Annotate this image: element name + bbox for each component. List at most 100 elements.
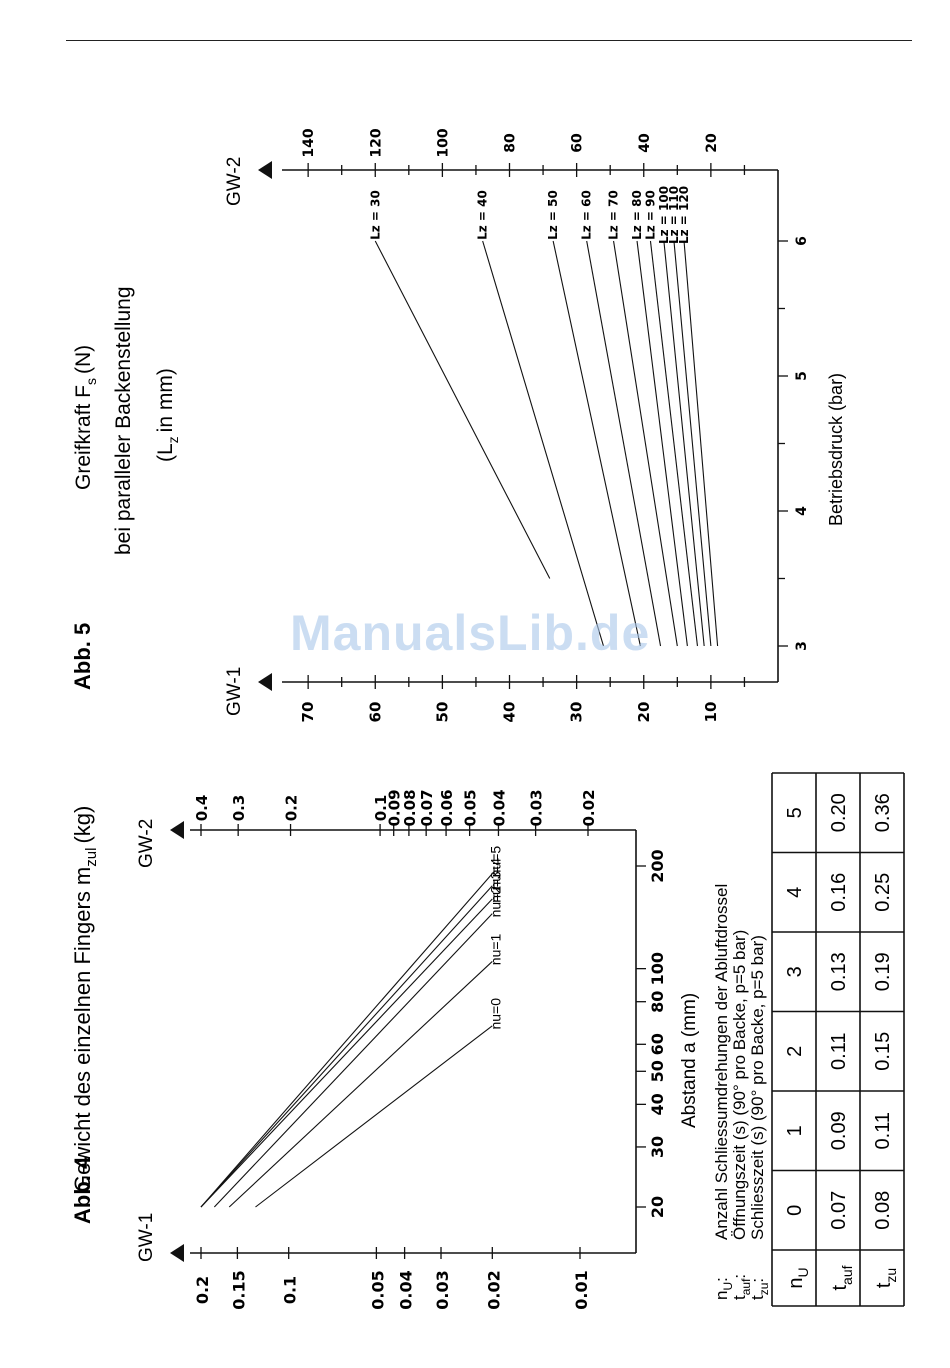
abb5-series-line [664, 241, 704, 646]
abb4-plot-area: 0.01 0.02 0.03 0.04 0.05 0.1 0.15 0.2 0.02 0.03 0.… [170, 789, 667, 1309]
abb5-title-line1: Greifkraft Fs(N) [72, 345, 99, 490]
abb5-series-label: Lz = 70 [607, 190, 621, 240]
abb4-right-tick-label: 0.02 [580, 789, 598, 826]
abb4-right-tick-label: 0.05 [462, 789, 480, 826]
abb5-left-tick-label: 50 [433, 702, 451, 723]
abb5-x-tick-label: 6 [794, 236, 810, 246]
table-cell: 0.11 [828, 1033, 850, 1070]
abb5-series-label: Lz = 30 [368, 190, 382, 240]
abb5-left-tick-label: 70 [299, 702, 317, 723]
abb4-left-tick-label: 0.02 [484, 1270, 503, 1309]
table-cell: 0.08 [872, 1191, 894, 1230]
abb4-series-line [214, 914, 492, 1207]
abb5-gw2-label: GW-2 [224, 157, 245, 206]
abb5-series-line [553, 241, 640, 646]
abb5-series-line [375, 241, 550, 579]
abb4-gw1-label: GW-1 [136, 1213, 157, 1262]
abb4-series-line [201, 874, 492, 1207]
abb4-gw2-arrow [170, 821, 184, 839]
abb4-left-tick-label: 0.05 [368, 1270, 387, 1309]
abb5-left-tick-label: 30 [568, 702, 586, 723]
abb4-x-tick-label: 80 [648, 991, 667, 1013]
abb4-x-tick-label: 30 [648, 1136, 667, 1158]
abb4-right-tick-label: 0.3 [230, 795, 248, 822]
abb4-right-tick-label: 0.1 [372, 795, 390, 822]
abb4-left-tick-label: 0.01 [572, 1270, 591, 1309]
legend-tzu-text: Schliesszeit (s) (90° pro Backe, p=5 bar… [748, 935, 767, 1240]
table-cell: 0.07 [828, 1191, 850, 1230]
table-row-label: tzu [873, 1268, 899, 1288]
abb4-series-line [201, 886, 492, 1207]
table-row-label: tauf [829, 1265, 855, 1290]
abb5-right-tick-label: 100 [435, 128, 451, 157]
abb5-left-tick-label: 60 [366, 702, 384, 723]
abb5-series-line [483, 241, 604, 646]
abb5-series-line [684, 241, 718, 646]
abb4-x-tick-label: 60 [648, 1033, 667, 1055]
table-row-label: nU [785, 1267, 811, 1288]
watermark: ManualsLib.de [290, 604, 650, 662]
abb5-gw1-arrow [258, 673, 272, 691]
abb4-right-tick-label: 0.2 [283, 795, 301, 822]
abb5-x-tick-label: 4 [794, 506, 810, 516]
abb4-right-tick-label: 0.03 [528, 789, 546, 826]
abb4-left-tick-label: 0.2 [193, 1276, 212, 1304]
table-cell: 0.11 [872, 1112, 894, 1149]
abb5-left-tick-label: 20 [635, 702, 653, 723]
abb4-series-label: nu=1 [487, 933, 503, 965]
abb4-right-tick-label: 0.4 [193, 795, 211, 822]
abb4-x-tick-label: 40 [648, 1093, 667, 1115]
abb5-series-label: Lz = 40 [476, 190, 490, 240]
abb5-series-label: Lz = 50 [546, 190, 560, 240]
table-cell: 3 [784, 966, 806, 977]
abb5-label: Abb. 5 [70, 623, 95, 690]
abb5-xlabel: Betriebsdruck (bar) [826, 373, 846, 526]
abb4-series-label: nu=0 [487, 998, 503, 1030]
table-cell: 2 [784, 1046, 806, 1057]
abb5-gw2-arrow [258, 161, 272, 179]
table-cell: 0.09 [828, 1111, 850, 1150]
abb4-title: Gewicht des einzelnen Fingers mzul(kg) [70, 806, 100, 1192]
abb4-series-line [229, 961, 492, 1207]
abb4-figure: Abb. 4 Gewicht des einzelnen Fingers mzu… [70, 773, 904, 1310]
abb5-series-label: Lz = 90 [643, 190, 657, 240]
table-cell: 0.36 [872, 793, 894, 832]
abb5-left-tick-label: 10 [702, 702, 720, 723]
abb5-right-tick-label: 20 [704, 133, 720, 153]
abb5-title-line3: (Lzin mm) [154, 368, 181, 462]
abb5-title-line2: bei paralleler Backenstellung [112, 287, 135, 556]
abb4-right-tick-label: 0.07 [418, 789, 436, 826]
table-cell: 5 [784, 807, 806, 818]
abb4-series-line [201, 899, 492, 1207]
abb4-left-tick-label: 0.03 [433, 1270, 452, 1309]
abb5-left-tick-label: 40 [501, 702, 519, 723]
abb4-xlabel: Abstand a (mm) [679, 993, 700, 1128]
abb5-gw1-label: GW-1 [224, 667, 245, 716]
abb4-x-tick-label: 200 [648, 849, 667, 882]
abb4-left-tick-label: 0.15 [229, 1270, 248, 1309]
abb4-gw2-label: GW-2 [136, 819, 157, 868]
table-cell: 0.16 [828, 873, 850, 912]
abb4-left-tick-label: 0.04 [397, 1270, 416, 1309]
abb4-right-tick-label: 0.06 [438, 789, 456, 826]
abb5-series-label: Lz = 60 [580, 190, 594, 240]
abb4-x-tick-label: 50 [648, 1060, 667, 1082]
abb5-x-tick-label: 3 [794, 641, 810, 651]
abb5-right-tick-label: 140 [301, 128, 317, 157]
abb5-series-line [650, 241, 697, 646]
table-cell: 0 [784, 1205, 806, 1216]
abb4-series-line [255, 1026, 492, 1207]
abb5-right-tick-label: 60 [570, 133, 586, 153]
abb4-right-tick-label: 0.04 [490, 789, 508, 826]
table-cell: 0.20 [828, 793, 850, 832]
abb5-right-tick-label: 40 [637, 133, 653, 153]
table-cell: 1 [784, 1125, 806, 1136]
table-cell: 0.25 [872, 873, 894, 912]
abb5-right-tick-label: 120 [368, 128, 384, 157]
table-cell: 0.15 [872, 1032, 894, 1071]
table-cell: 0.13 [828, 952, 850, 991]
table-cell: 4 [784, 887, 806, 898]
abb5-right-tick-label: 80 [503, 133, 519, 153]
